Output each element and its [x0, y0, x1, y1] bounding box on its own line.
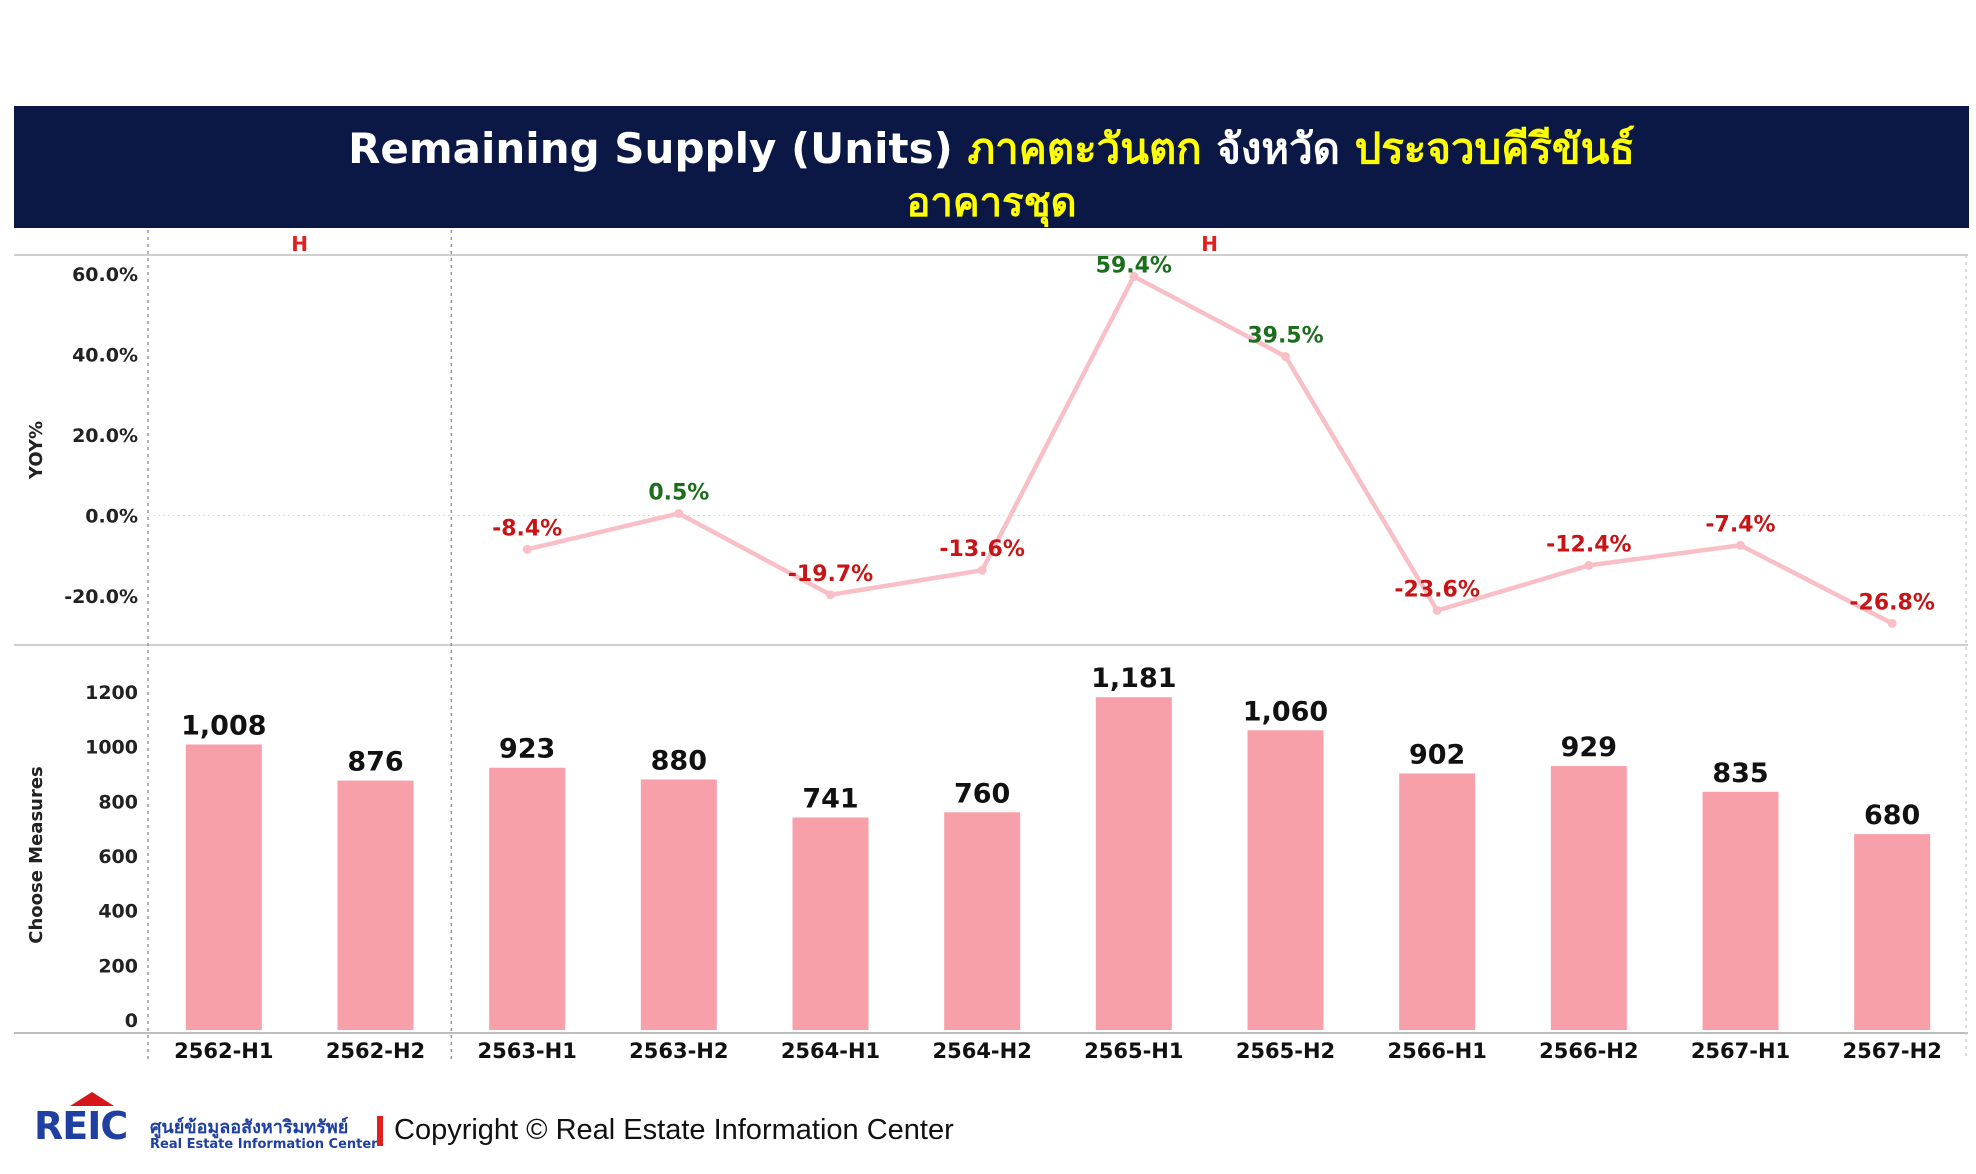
bar-value-label: 760	[954, 778, 1010, 809]
bars-tick-label: 1200	[85, 682, 138, 704]
bars-tick-label: 0	[125, 1010, 138, 1032]
category-label-2565-H1: 2565-H1	[1084, 1039, 1183, 1063]
category-label-2564-H2: 2564-H2	[932, 1039, 1031, 1063]
chart-title: Remaining Supply (Units) ภาคตะวันตก จังห…	[14, 116, 1969, 182]
yoy-value-label: -23.6%	[1394, 577, 1479, 602]
bar-2563-H1	[489, 767, 566, 1030]
category-label-2562-H1: 2562-H1	[174, 1039, 273, 1063]
chart-area: H H YOY% Choose Measures 60.0% 40.0% 20.0% 0.0%…	[14, 230, 1968, 1063]
yoy-tick-label: 40.0%	[72, 345, 138, 367]
yoy-value-label: -12.4%	[1546, 532, 1631, 557]
logo-text: REIC	[34, 1104, 128, 1148]
category-label-2567-H1: 2567-H1	[1691, 1039, 1790, 1063]
title-banner: Remaining Supply (Units) ภาคตะวันตก จังห…	[14, 106, 1969, 228]
bar-value-label: 741	[802, 783, 858, 814]
yoy-value-label: 0.5%	[648, 480, 709, 505]
yoy-tick-label: 0.0%	[85, 506, 138, 528]
yoy-point-2563-H2	[674, 508, 684, 518]
reic-logo: REIC	[30, 1092, 130, 1152]
org-name-thai: ศูนย์ข้อมูลอสังหาริมทรัพย์	[150, 1117, 349, 1138]
bar-value-label: 1,060	[1243, 696, 1328, 727]
bar-value-label: 923	[499, 734, 555, 765]
copyright-divider	[377, 1116, 383, 1146]
yoy-point-2565-H1	[1129, 271, 1139, 281]
bar-value-label: 876	[347, 747, 403, 778]
yoy-point-2564-H1	[826, 590, 835, 600]
yoy-value-label: -26.8%	[1849, 590, 1934, 615]
yoy-value-label: -8.4%	[492, 516, 562, 541]
bar-2562-H1	[185, 744, 262, 1030]
yoy-tick-label: 60.0%	[72, 264, 138, 286]
category-label-2563-H2: 2563-H2	[629, 1039, 728, 1063]
bar-2567-H2	[1854, 834, 1931, 1030]
group-label-1: H	[1201, 232, 1218, 256]
yoy-point-2565-H2	[1281, 352, 1290, 362]
bar-2566-H2	[1550, 766, 1627, 1030]
yoy-tick-label: -20.0%	[64, 586, 138, 608]
category-label-2567-H2: 2567-H2	[1842, 1039, 1941, 1063]
bar-value-label: 902	[1409, 739, 1465, 770]
bar-value-label: 680	[1864, 800, 1920, 831]
logo-roof-icon	[70, 1092, 114, 1106]
copyright-text: Copyright © Real Estate Information Cent…	[394, 1114, 954, 1146]
title-part-1: Remaining Supply (Units)	[348, 124, 968, 173]
group-label-0: H	[291, 232, 308, 256]
yoy-value-label: 39.5%	[1247, 324, 1323, 349]
title-part-3: จังหวัด	[1201, 124, 1355, 173]
yoy-value-label: -19.7%	[788, 562, 873, 587]
category-label-2565-H2: 2565-H2	[1236, 1039, 1335, 1063]
bars-axis-title: Choose Measures	[26, 766, 47, 944]
yoy-point-2566-H2	[1584, 560, 1594, 570]
bar-value-label: 1,008	[181, 710, 266, 741]
bar-2567-H1	[1702, 791, 1779, 1030]
yoy-point-2567-H1	[1736, 540, 1745, 550]
bars-tick-label: 800	[98, 791, 138, 813]
bar-2564-H2	[944, 812, 1021, 1030]
bar-2563-H2	[640, 779, 717, 1030]
yoy-value-label: -13.6%	[939, 537, 1024, 562]
title-part-4: ประจวบคีรีขันธ์	[1354, 124, 1635, 173]
bars-tick-label: 600	[98, 846, 138, 868]
yoy-point-2567-H2	[1887, 618, 1897, 628]
category-label-2566-H2: 2566-H2	[1539, 1039, 1638, 1063]
bar-value-label: 835	[1712, 758, 1768, 789]
bar-2562-H2	[337, 780, 414, 1030]
yoy-value-label: -7.4%	[1705, 512, 1775, 537]
category-label-2564-H1: 2564-H1	[781, 1039, 880, 1063]
category-label-2563-H1: 2563-H1	[477, 1039, 576, 1063]
bar-value-label: 929	[1561, 732, 1617, 763]
category-label-2566-H1: 2566-H1	[1387, 1039, 1486, 1063]
yoy-point-2566-H1	[1432, 605, 1442, 615]
category-label-2562-H2: 2562-H2	[326, 1039, 425, 1063]
org-name-english: Real Estate Information Center	[150, 1137, 378, 1152]
bar-2565-H2	[1247, 730, 1324, 1030]
bar-2565-H1	[1095, 697, 1172, 1030]
yoy-axis-title: YOY%	[26, 421, 47, 480]
bars-tick-label: 400	[98, 901, 138, 923]
chart-subtitle: อาคารชุด	[906, 180, 1077, 226]
yoy-value-label: 59.4%	[1096, 253, 1172, 278]
yoy-tick-label: 20.0%	[72, 425, 138, 447]
bars-tick-label: 1000	[85, 737, 138, 759]
yoy-point-2563-H1	[522, 544, 532, 554]
bar-value-label: 1,181	[1091, 663, 1176, 694]
footer: REIC ศูนย์ข้อมูลอสังหาริมทรัพย์ Real Est…	[30, 1092, 1130, 1152]
bar-value-label: 880	[651, 745, 707, 776]
bar-2564-H1	[792, 817, 869, 1030]
title-part-2: ภาคตะวันตก	[967, 124, 1202, 173]
yoy-point-2564-H2	[977, 565, 987, 575]
yoy-series-line	[526, 274, 1894, 626]
bars-tick-label: 200	[98, 955, 138, 977]
bar-2566-H1	[1399, 773, 1476, 1030]
